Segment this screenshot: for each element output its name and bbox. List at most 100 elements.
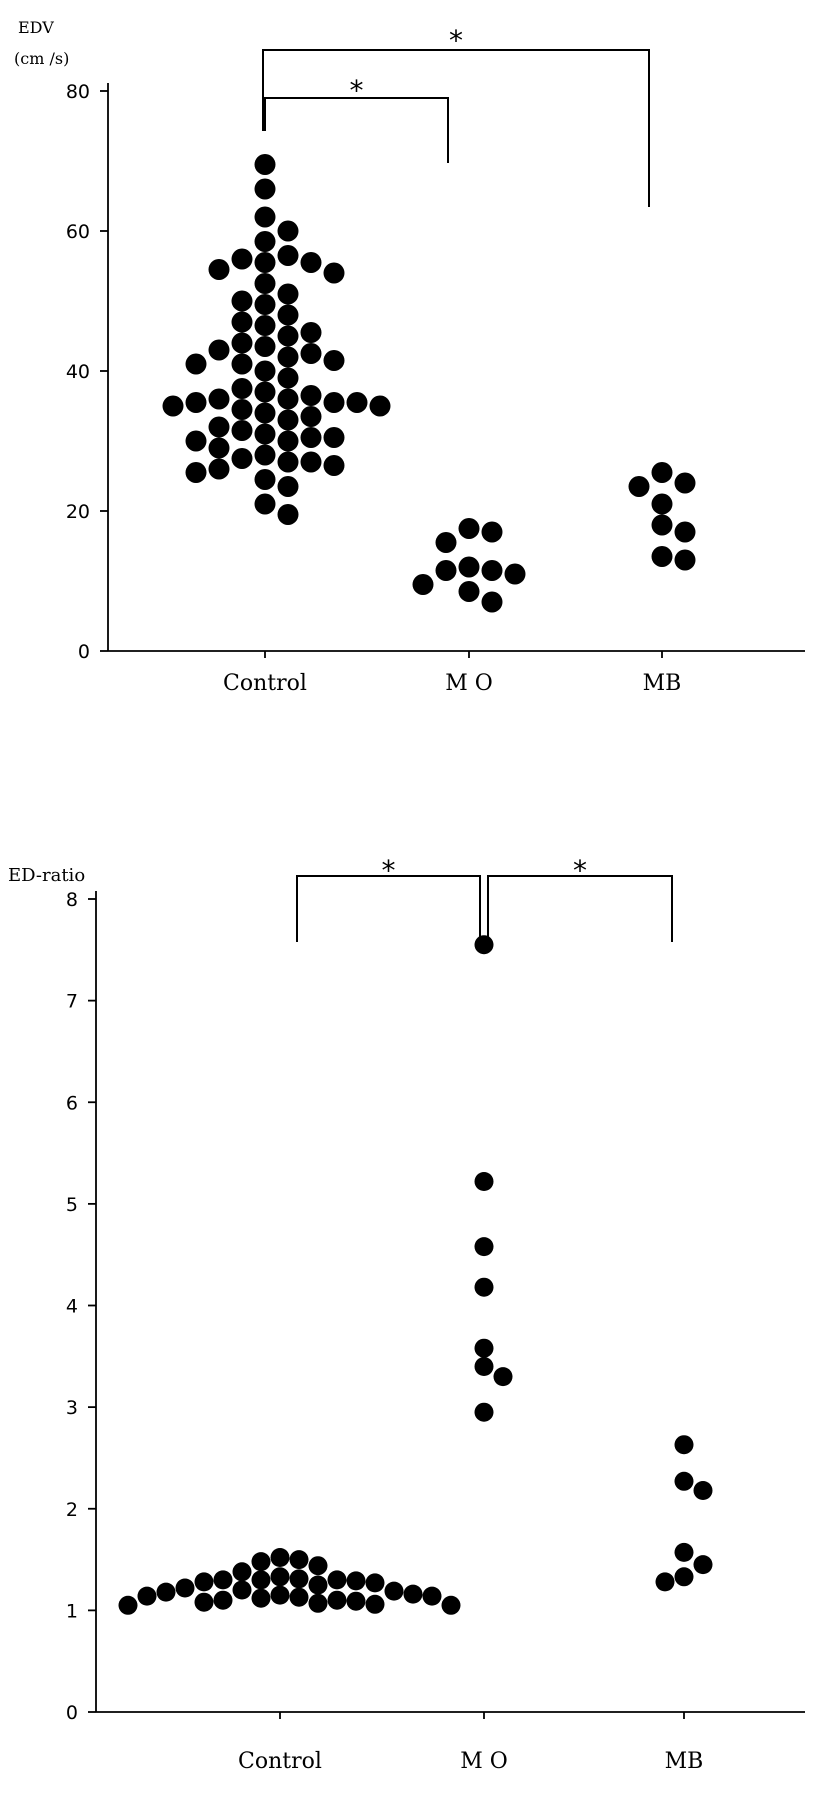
edv-data-point	[162, 395, 184, 417]
ed-ratio-data-point	[118, 1595, 138, 1615]
edv-data-point	[277, 245, 299, 266]
edv-data-point	[277, 409, 299, 431]
edv-data-point	[231, 248, 253, 270]
ed-ratio-data-point	[365, 1594, 385, 1614]
edv-data-point	[208, 416, 230, 438]
edv-axis-unit: (cm /s)	[14, 49, 69, 68]
ed-ratio-data-point	[194, 1572, 214, 1592]
ed-ratio-axis-label: ED-ratio	[8, 865, 85, 886]
ed-ratio-data-point	[674, 1567, 694, 1587]
edv-data-point	[231, 332, 253, 354]
edv-data-point	[254, 469, 276, 490]
edv-data-point	[254, 493, 276, 515]
ed-ratio-data-point	[308, 1575, 328, 1595]
edv-data-point	[651, 546, 673, 567]
edv-data-point	[254, 252, 276, 273]
ed-ratio-significance-star: *	[573, 854, 587, 887]
ed-ratio-data-point	[289, 1587, 309, 1607]
edv-y-tick-label: 80	[66, 81, 90, 103]
edv-data-point	[323, 427, 345, 448]
edv-data-point	[369, 395, 391, 417]
edv-data-point	[231, 378, 253, 399]
ed-ratio-data-point	[693, 1481, 713, 1500]
edv-data-point	[231, 290, 253, 312]
edv-data-point	[323, 350, 345, 371]
ed-ratio-category-label: MB	[665, 1749, 704, 1774]
edv-data-point	[231, 448, 253, 469]
edv-data-point	[277, 476, 299, 497]
edv-data-point	[277, 325, 299, 347]
ed-ratio-axes	[88, 891, 805, 1719]
edv-data-point	[346, 392, 368, 413]
edv-data-point	[300, 343, 322, 364]
edv-data-point	[277, 388, 299, 410]
ed-ratio-data-point	[474, 935, 494, 955]
ed-ratio-y-tick-label: 2	[66, 1499, 78, 1521]
edv-y-tick-label: 0	[78, 641, 90, 663]
ed-ratio-y-tick-label: 0	[66, 1702, 78, 1724]
ed-ratio-data-point	[403, 1584, 423, 1604]
edv-data-point	[254, 154, 276, 175]
edv-data-point	[254, 444, 276, 466]
edv-data-point	[208, 458, 230, 480]
edv-data-point	[277, 451, 299, 473]
edv-data-point	[277, 346, 299, 368]
ed-ratio-data-point	[232, 1562, 252, 1582]
edv-data-point	[300, 406, 322, 427]
edv-significance-brackets: **	[262, 24, 650, 207]
ed-ratio-category-label: Control	[238, 1749, 322, 1774]
ed-ratio-data-point	[194, 1592, 214, 1612]
edv-data-point	[208, 388, 230, 410]
edv-data-point	[277, 220, 299, 242]
ed-ratio-data-point	[655, 1572, 675, 1592]
edv-data-point	[231, 353, 253, 375]
ed-ratio-y-tick-label: 8	[66, 889, 78, 911]
edv-data-point	[254, 178, 276, 200]
edv-data-point	[651, 493, 673, 515]
edv-data-point	[254, 231, 276, 252]
ed-ratio-data-point	[674, 1435, 694, 1455]
edv-data-point	[458, 581, 480, 602]
edv-data-point	[254, 423, 276, 445]
edv-data-point	[300, 322, 322, 343]
ed-ratio-data-point	[346, 1591, 366, 1611]
ed-ratio-data-point	[346, 1571, 366, 1591]
ed-ratio-data-point	[474, 1402, 494, 1422]
edv-data-point	[300, 385, 322, 406]
ed-ratio-data-point	[175, 1578, 195, 1598]
ed-ratio-data-point	[384, 1581, 404, 1601]
edv-data-point	[277, 304, 299, 326]
edv-data-point	[458, 518, 480, 539]
edv-data-point	[628, 476, 650, 497]
edv-data-point	[254, 273, 276, 294]
ed-ratio-data-point	[137, 1586, 157, 1606]
ed-ratio-significance-brackets: * *	[296, 854, 673, 942]
edv-data-point	[674, 472, 696, 494]
edv-tick-labels: 0 20 40 60 80	[66, 81, 90, 663]
edv-data-point	[323, 392, 345, 413]
ed-ratio-significance-star: *	[382, 854, 396, 887]
ed-ratio-category-label: M O	[460, 1749, 508, 1774]
edv-data-point	[435, 560, 457, 581]
edv-data-point	[231, 311, 253, 333]
edv-data-point	[481, 521, 503, 543]
edv-data-point	[231, 399, 253, 420]
edv-data-point	[651, 462, 673, 483]
edv-data-point	[231, 420, 253, 441]
edv-axis-label: EDV	[18, 18, 54, 37]
ed-ratio-y-tick-label: 3	[66, 1397, 78, 1419]
edv-data-point	[277, 430, 299, 452]
edv-category-label: Control	[223, 671, 307, 696]
ed-ratio-category-labels: Control M O MB	[238, 1749, 703, 1774]
edv-data-point	[185, 430, 207, 452]
edv-data-point	[208, 259, 230, 280]
ed-ratio-data-point	[156, 1582, 176, 1602]
ed-ratio-data-point	[474, 1277, 494, 1297]
ed-ratio-y-tick-label: 6	[66, 1092, 78, 1114]
ed-ratio-tick-labels: 0 1 2 3 4 5 6 7 8	[66, 889, 78, 1724]
edv-data-point	[277, 504, 299, 525]
edv-data-point	[254, 206, 276, 228]
ed-ratio-data-point	[674, 1542, 694, 1562]
